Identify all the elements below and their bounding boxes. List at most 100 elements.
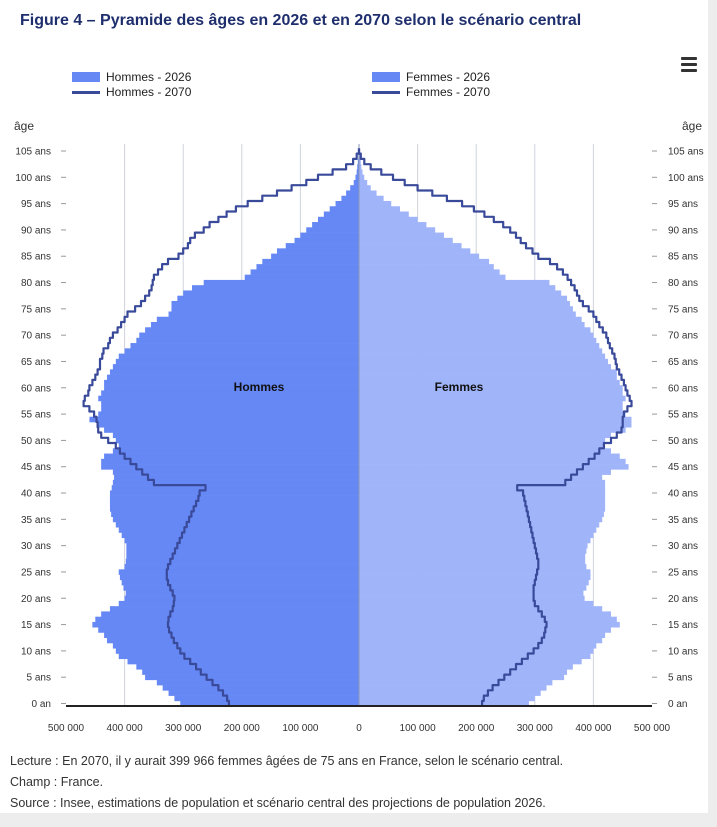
bar-femmes-2026-62 <box>359 374 617 381</box>
bar-femmes-2026-7 <box>359 664 573 670</box>
bar-hommes-2026-102 <box>357 164 359 170</box>
bar-hommes-2026-55 <box>98 411 359 418</box>
bar-femmes-2026-45 <box>359 464 629 470</box>
bar-hommes-2026-80 <box>203 279 359 286</box>
bar-femmes-2026-103 <box>359 158 361 165</box>
bar-femmes-2026-88 <box>359 237 453 244</box>
bar-hommes-2026-1 <box>174 695 359 702</box>
annotation-hommes: Hommes <box>234 380 285 394</box>
bar-femmes-2026-51 <box>359 432 611 439</box>
bar-femmes-2026-35 <box>359 516 603 523</box>
bar-hommes-2026-39 <box>109 495 359 502</box>
bar-hommes-2026-103 <box>357 158 359 165</box>
y-tick-label-right-15: 15 ans <box>668 620 698 631</box>
bar-femmes-2026-10 <box>359 648 594 654</box>
legend-swatch-femmes-2070 <box>372 90 400 94</box>
bar-femmes-2026-22 <box>359 585 587 591</box>
bar-femmes-2026-82 <box>359 269 500 275</box>
bar-hommes-2026-42 <box>112 479 359 486</box>
bar-hommes-2026-3 <box>162 685 359 691</box>
y-tick-label-right-105: 105 ans <box>668 147 704 158</box>
bar-femmes-2026-20 <box>359 595 585 602</box>
bar-femmes-2026-32 <box>359 532 594 539</box>
bar-hommes-2026-32 <box>121 532 359 539</box>
y-tick-label-right-90: 90 ans <box>668 225 698 236</box>
bar-hommes-2026-77 <box>177 295 359 302</box>
bar-femmes-2026-60 <box>359 385 623 391</box>
bar-hommes-2026-67 <box>124 348 359 354</box>
bar-femmes-2026-38 <box>359 500 606 507</box>
legend-item-femmes-2026[interactable]: Femmes - 2026 <box>372 70 490 84</box>
bar-hommes-2026-66 <box>118 353 360 360</box>
chart-panel: Figure 4 – Pyramide des âges en 2026 et … <box>0 0 708 813</box>
bar-hommes-2026-21 <box>125 590 359 596</box>
bar-hommes-2026-56 <box>101 406 359 412</box>
y-tick-label-right-45: 45 ans <box>668 462 698 473</box>
bar-hommes-2026-7 <box>136 664 359 670</box>
bar-femmes-2026-6 <box>359 669 568 675</box>
bar-hommes-2026-16 <box>95 616 360 623</box>
bar-femmes-2026-40 <box>359 490 606 496</box>
bar-hommes-2026-64 <box>112 364 359 370</box>
bar-hommes-2026-54 <box>89 416 359 423</box>
y-tick-label-left-30: 30 ans <box>21 541 51 552</box>
bar-hommes-2026-76 <box>171 300 359 307</box>
bar-femmes-2026-39 <box>359 495 606 502</box>
bar-hommes-2026-89 <box>300 232 359 239</box>
bar-femmes-2026-99 <box>359 179 368 186</box>
bar-hommes-2026-70 <box>139 332 359 339</box>
bar-femmes-2026-26 <box>359 564 587 570</box>
bar-hommes-2026-87 <box>285 243 359 249</box>
bar-hommes-2026-83 <box>256 264 359 270</box>
y-axis-title-left: âge <box>14 119 35 133</box>
bar-femmes-2026-90 <box>359 227 436 233</box>
bar-femmes-2026-44 <box>359 469 611 475</box>
bar-femmes-2026-1 <box>359 695 535 702</box>
bar-femmes-2026-86 <box>359 248 471 254</box>
bar-hommes-2026-50 <box>115 437 359 444</box>
bar-hommes-2026-9 <box>118 653 360 660</box>
note-lecture: Lecture : En 2070, il y aurait 399 966 f… <box>10 754 564 768</box>
bar-hommes-2026-82 <box>250 269 359 275</box>
y-axis-title-right: âge <box>682 119 703 133</box>
y-tick-label-left-50: 50 ans <box>21 436 51 447</box>
y-tick-label-right-65: 65 ans <box>668 357 698 368</box>
figure-title: Figure 4 – Pyramide des âges en 2026 et … <box>20 12 582 29</box>
hamburger-menu-icon[interactable] <box>681 57 697 73</box>
bar-femmes-2026-57 <box>359 400 623 407</box>
bar-hommes-2026-98 <box>350 185 359 191</box>
bar-femmes-2026-96 <box>359 195 384 202</box>
bar-hommes-2026-14 <box>98 627 359 633</box>
bar-femmes-2026-52 <box>359 427 626 433</box>
notes-block: Lecture : En 2070, il y aurait 399 966 f… <box>10 751 563 814</box>
bar-femmes-2026-97 <box>359 190 377 197</box>
bar-femmes-2026-30 <box>359 543 588 549</box>
bar-hommes-2026-60 <box>104 385 359 391</box>
y-tick-label-left-90: 90 ans <box>21 225 51 236</box>
y-tick-label-right-35: 35 ans <box>668 515 698 526</box>
bar-femmes-2026-28 <box>359 553 586 560</box>
bar-hommes-2026-72 <box>150 322 359 328</box>
y-tick-label-left-85: 85 ans <box>21 252 51 263</box>
bar-femmes-2026-69 <box>359 337 597 344</box>
annotation-femmes: Femmes <box>435 380 484 394</box>
legend-label: Femmes - 2070 <box>406 85 491 99</box>
bar-femmes-2026-47 <box>359 453 620 460</box>
bar-hommes-2026-20 <box>124 595 359 602</box>
legend-item-hommes-2026[interactable]: Hommes - 2026 <box>72 70 191 84</box>
bar-hommes-2026-100 <box>355 174 359 181</box>
x-tick-label-4: 100 000 <box>282 723 319 734</box>
legend-item-hommes-2070[interactable]: Hommes - 2070 <box>72 85 191 99</box>
bar-femmes-2026-102 <box>359 164 362 170</box>
bar-femmes-2026-43 <box>359 474 603 481</box>
y-tick-label-right-50: 50 ans <box>668 436 698 447</box>
y-tick-label-left-15: 15 ans <box>21 620 51 631</box>
bar-femmes-2026-79 <box>359 285 556 291</box>
bar-femmes-2026-67 <box>359 348 603 354</box>
bar-hommes-2026-73 <box>156 316 359 323</box>
legend-item-femmes-2070[interactable]: Femmes - 2070 <box>372 85 490 99</box>
bar-femmes-2026-78 <box>359 290 562 297</box>
bar-femmes-2026-49 <box>359 443 606 449</box>
x-tick-label-8: 300 000 <box>517 723 554 734</box>
bar-hommes-2026-99 <box>353 179 359 186</box>
